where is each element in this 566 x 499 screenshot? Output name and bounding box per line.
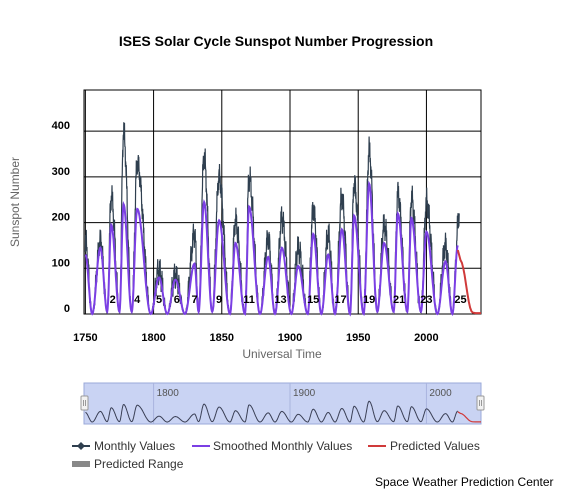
cycle-label: 17 xyxy=(334,294,346,306)
cycle-label: 2 xyxy=(110,294,116,306)
x-tick-label: 1900 xyxy=(278,332,302,344)
navigator-series xyxy=(85,400,481,423)
cycle-label: 21 xyxy=(393,294,405,306)
legend-item-monthly[interactable]: Monthly Values xyxy=(72,439,175,453)
smoothed-values-series xyxy=(84,180,459,317)
y-axis-ticks: 0 100 200 300 400 xyxy=(52,120,70,315)
y-tick-label: 300 xyxy=(52,166,70,178)
legend-label-predicted: Predicted Values xyxy=(390,439,480,453)
y-tick-label: 0 xyxy=(64,303,70,315)
predicted-values-series xyxy=(456,249,481,315)
y-tick-label: 200 xyxy=(52,212,70,224)
plot-grid xyxy=(84,90,481,314)
cycle-label: 4 xyxy=(134,294,141,306)
cycle-label: 19 xyxy=(363,294,375,306)
chart-title: ISES Solar Cycle Sunspot Number Progress… xyxy=(119,33,433,49)
legend-label-smoothed: Smoothed Monthly Values xyxy=(213,439,352,453)
cycle-label: 25 xyxy=(454,294,466,306)
navigator-right-handle[interactable] xyxy=(476,395,485,411)
navigator-predicted-line xyxy=(457,411,481,423)
x-tick-label: 1750 xyxy=(73,332,97,344)
x-axis-ticks: 1750 1800 1850 1900 1950 2000 xyxy=(73,332,439,344)
navigator-tick-label: 1900 xyxy=(293,388,316,399)
cycle-label: 7 xyxy=(191,294,197,306)
navigator-window[interactable] xyxy=(83,382,482,425)
x-tick-label: 1800 xyxy=(141,332,165,344)
cycle-label: 5 xyxy=(156,294,162,306)
navigator-left-handle[interactable] xyxy=(80,395,89,411)
legend-label-range: Predicted Range xyxy=(94,457,184,471)
navigator-tick-label: 2000 xyxy=(429,388,452,399)
x-tick-label: 1950 xyxy=(346,332,370,344)
navigator-tick-label: 1800 xyxy=(157,388,180,399)
cycle-label: 15 xyxy=(307,294,319,306)
cycle-labels: 2 4 5 6 7 9 11 13 15 17 19 21 23 25 xyxy=(110,294,467,306)
range-navigator[interactable]: 1800 1900 2000 xyxy=(80,382,485,425)
y-tick-label: 100 xyxy=(52,257,70,269)
smoothed-values-line xyxy=(84,180,459,317)
legend-item-predicted[interactable]: Predicted Values xyxy=(368,439,480,453)
y-axis-label: Sunspot Number xyxy=(8,157,22,247)
cycle-label: 6 xyxy=(174,294,180,306)
credit-text: Space Weather Prediction Center xyxy=(375,475,554,489)
x-tick-label: 2000 xyxy=(414,332,438,344)
y-tick-label: 400 xyxy=(52,120,70,132)
x-axis-label: Universal Time xyxy=(242,347,322,361)
cycle-label: 13 xyxy=(274,294,286,306)
navigator-ticks: 1800 1900 2000 xyxy=(153,383,452,424)
cycle-label: 23 xyxy=(420,294,432,306)
cycle-label: 11 xyxy=(243,294,255,306)
navigator-smoothed-line xyxy=(85,400,459,423)
x-tick-label: 1850 xyxy=(210,332,234,344)
plot-frame xyxy=(83,89,482,315)
diamond-marker-icon xyxy=(77,442,85,450)
legend-label-monthly: Monthly Values xyxy=(94,439,175,453)
cycle-label: 9 xyxy=(216,294,222,306)
predicted-values-line xyxy=(456,249,481,315)
legend: Monthly Values Smoothed Monthly Values P… xyxy=(72,439,480,471)
legend-item-range[interactable]: Predicted Range xyxy=(72,457,184,471)
legend-item-smoothed[interactable]: Smoothed Monthly Values xyxy=(192,439,352,453)
